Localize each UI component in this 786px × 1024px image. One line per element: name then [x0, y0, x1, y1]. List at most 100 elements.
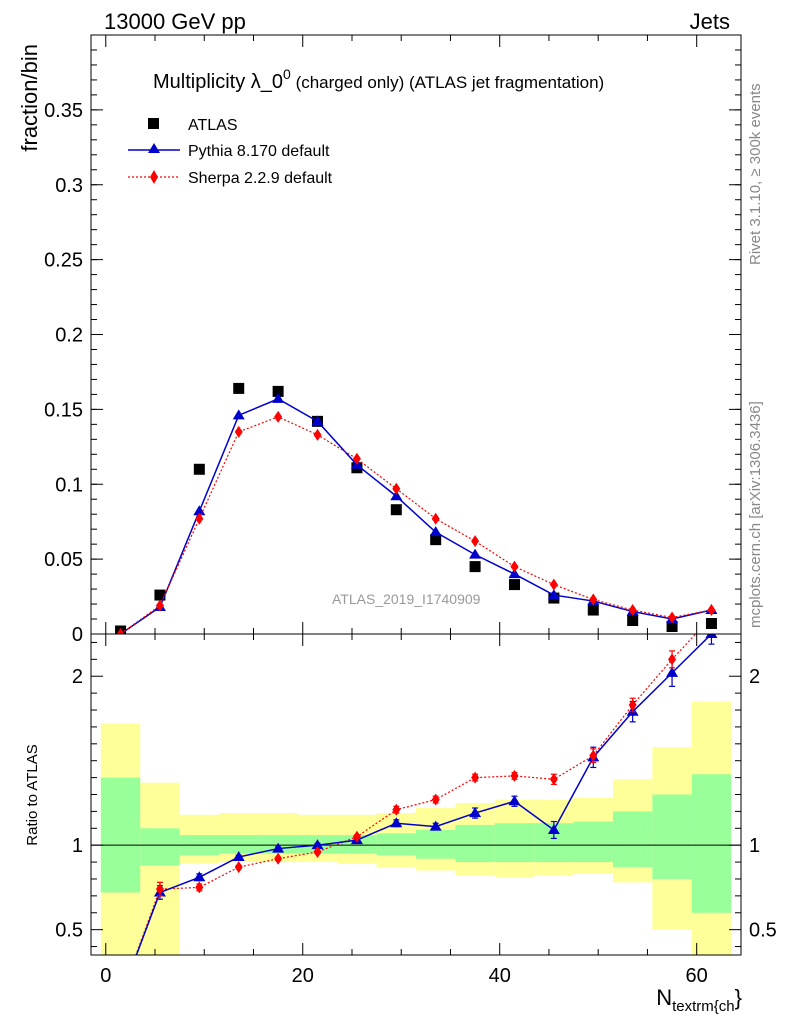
atlas-data-point	[587, 604, 599, 616]
pythia-ratio-point	[272, 842, 285, 853]
side-mcplots-label: mcplots.cern.ch [arXiv:1306.3436]	[747, 401, 764, 628]
sherpa-ratio-point	[274, 852, 283, 865]
sherpa-data-point	[628, 604, 637, 617]
xlabel-tail: }	[735, 985, 742, 1010]
main-y-tick-label: 0.05	[44, 549, 83, 571]
main-y-ticks: 0 0.05 0.1 0.15 0.2 0.25 0.3 0.35	[44, 49, 741, 646]
ratio-green-band	[494, 823, 535, 863]
ratio-y-axis-label: Ratio to ATLAS	[24, 744, 41, 845]
sherpa-data-point	[589, 593, 598, 606]
main-y-tick-label: 0.2	[55, 325, 83, 347]
ratio-x-tick-label: 20	[292, 965, 314, 987]
sherpa-ratio-point	[155, 883, 164, 896]
pythia-data-point	[272, 392, 285, 403]
pythia-data-point	[469, 548, 482, 559]
sherpa-data-point	[392, 482, 401, 495]
side-rivet-label: Rivet 3.1.10, ≥ 300k events	[747, 83, 764, 265]
xlabel-main: N	[656, 985, 672, 1010]
sherpa-ratio-point	[195, 881, 204, 894]
ratio-y-tick-label: 1	[72, 835, 83, 857]
ratio-plot: 0.5 0.5 1 1 2 2 0 20 40 60 Ratio to ATLAS Ntextr…	[24, 633, 777, 1015]
sherpa-data-point	[431, 512, 440, 525]
header-left: 13000 GeV pp	[104, 9, 246, 34]
sherpa-data-point	[510, 560, 519, 573]
series-line-2	[120, 416, 712, 634]
pythia-ratio-point	[429, 820, 442, 831]
sherpa-ratio-point	[234, 861, 243, 874]
pythia-ratio-point	[666, 666, 679, 677]
sherpa-data-point	[471, 535, 480, 548]
ratio-y-tick-label-right: 1	[749, 835, 760, 857]
sherpa-data-point	[274, 410, 283, 423]
atlas-data-point	[508, 579, 520, 591]
atlas-data-point	[193, 463, 205, 475]
pythia-data-point	[508, 568, 521, 579]
ratio-y-tick-label: 2	[72, 666, 83, 688]
pythia-ratio-point	[508, 795, 521, 806]
ratio-green-band	[100, 777, 141, 893]
sherpa-data-point	[707, 604, 716, 617]
sherpa-data-point	[116, 628, 125, 634]
ratio-green-band	[691, 774, 732, 913]
sherpa-data-point	[668, 611, 677, 624]
xlabel-sub: textrm{ch	[672, 998, 735, 1015]
atlas-data-point	[272, 385, 284, 397]
atlas-data-point	[154, 589, 166, 601]
pythia-data-point	[429, 526, 442, 537]
atlas-data-point	[705, 618, 717, 630]
sherpa-data-point	[155, 599, 164, 612]
main-x-ticks	[105, 35, 698, 634]
legend: ATLAS Pythia 8.170 default Sherpa 2.2.9 …	[128, 117, 333, 187]
atlas-data-point	[390, 504, 402, 516]
sherpa-ratio-point	[352, 830, 361, 843]
pythia-data-point	[311, 415, 324, 426]
ratio-y-ticks: 0.5 0.5 1 1 2 2	[55, 641, 777, 948]
pythia-data-point	[390, 490, 403, 501]
pythia-data-point	[232, 409, 245, 420]
legend-pythia-marker	[148, 143, 160, 153]
pythia-ratio-point	[232, 851, 245, 862]
main-y-axis-label: fraction/bin	[17, 44, 42, 152]
pythia-ratio-point	[547, 823, 560, 834]
sherpa-ratio-point	[549, 773, 558, 786]
main-y-tick-label: 0.25	[44, 250, 83, 272]
ratio-green-band	[612, 811, 653, 868]
sherpa-ratio-point	[628, 698, 637, 711]
legend-pythia-label: Pythia 8.170 default	[188, 143, 330, 160]
ratio-plot-marks	[91, 634, 741, 1003]
sherpa-ratio-point	[392, 803, 401, 816]
sherpa-ratio-point	[313, 845, 322, 858]
ratio-x-tick-label: 60	[686, 965, 708, 987]
pythia-ratio-point	[469, 807, 482, 818]
ratio-y-tick-label: 0.5	[55, 920, 83, 942]
sherpa-ratio-point	[589, 749, 598, 762]
atlas-data-point	[469, 561, 481, 573]
main-plot-title: Multiplicity λ_00 (charged only) (ATLAS …	[153, 66, 604, 93]
main-y-tick-label: 0.1	[55, 474, 83, 496]
sherpa-data-point	[313, 428, 322, 441]
legend-atlas-marker	[148, 118, 159, 129]
ratio-x-tick-label: 40	[489, 965, 511, 987]
sherpa-ratio-point	[510, 769, 519, 782]
main-y-tick-label: 0.15	[44, 399, 83, 421]
title-sub: (charged only) (ATLAS jet fragmentation)	[291, 73, 604, 92]
ratio-y-tick-label-right: 2	[749, 666, 760, 688]
ratio-x-tick-label: 0	[100, 965, 111, 987]
ratio-green-band	[337, 835, 377, 854]
atlas-data-point	[233, 382, 245, 394]
ratio-green-band	[416, 829, 456, 859]
ratio-green-band	[219, 835, 259, 854]
pythia-ratio-point	[390, 817, 403, 828]
title-sup: 0	[283, 66, 291, 82]
ratio-plot-frame	[90, 633, 742, 956]
ratio-x-ticks: 0 20 40 60	[100, 634, 708, 987]
sherpa-ratio-point	[117, 991, 125, 1003]
pythia-data-point	[547, 589, 560, 600]
legend-sherpa-marker	[150, 170, 158, 184]
sherpa-ratio-point	[471, 771, 480, 784]
title-main: Multiplicity λ_0	[153, 71, 283, 93]
atlas-data-point	[430, 534, 442, 546]
watermark-analysis-id: ATLAS_2019_I1740909	[332, 591, 481, 607]
ratio-x-axis-label: Ntextrm{ch}	[656, 985, 742, 1015]
